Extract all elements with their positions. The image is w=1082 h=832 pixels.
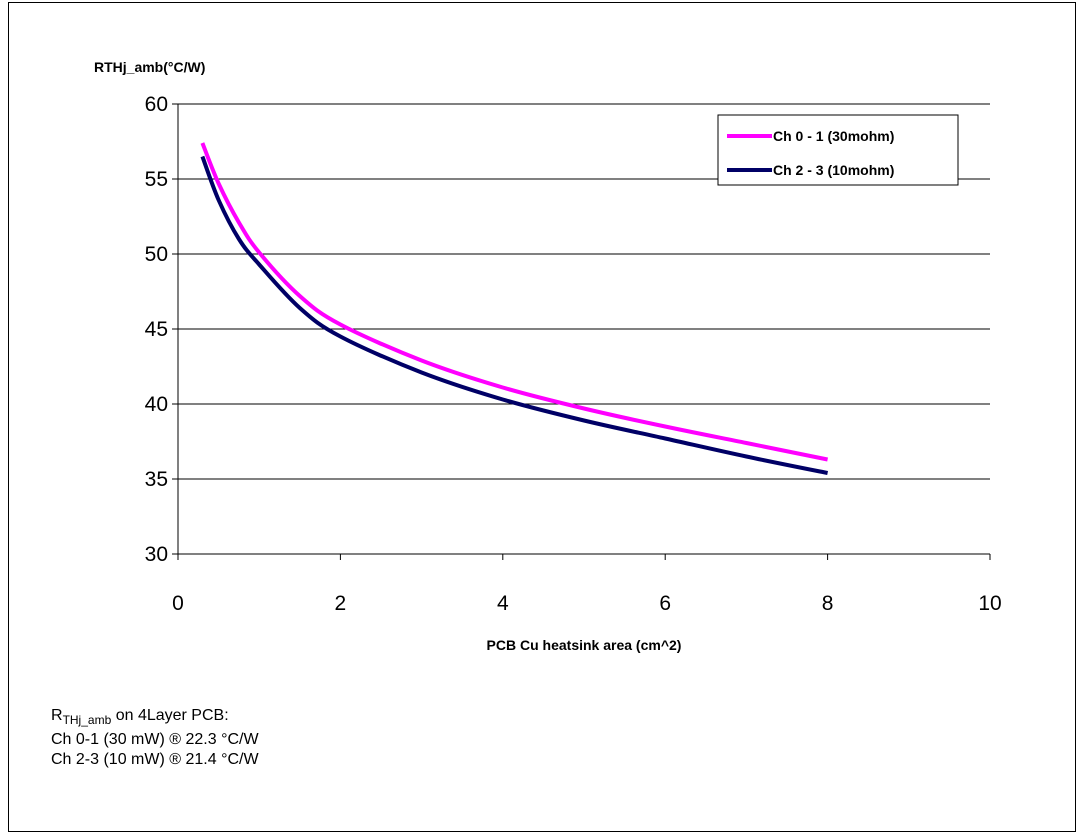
note-r-subscript: THj_amb: [62, 713, 112, 727]
x-tick-label: 10: [978, 592, 1001, 615]
y-tick-label: 50: [145, 243, 168, 266]
x-tick-label: 6: [659, 592, 671, 615]
x-tick-label: 2: [335, 592, 347, 615]
x-tick-label: 8: [822, 592, 834, 615]
y-tick-label: 30: [145, 543, 168, 566]
note-line-ch23: Ch 2-3 (10 mW) ® 21.4 °C/W: [51, 751, 259, 768]
series-line-ch01: [200, 142, 828, 462]
y-axis-title: RTHj_amb(°C/W): [94, 59, 205, 75]
series-line-ch23: [200, 155, 828, 475]
x-tick-label: 4: [497, 592, 509, 615]
legend-box: [717, 114, 959, 186]
y-tick-label: 40: [145, 393, 168, 416]
note-rth-text: on 4Layer PCB:: [111, 707, 229, 724]
y-tick-label: 35: [145, 468, 168, 491]
series-lines: [200, 142, 828, 475]
legend-label-ch01: Ch 0 - 1 (30mohm): [773, 128, 894, 144]
y-tick-label: 45: [145, 318, 168, 341]
y-tick-label: 55: [145, 168, 168, 191]
note-line-ch01: Ch 0-1 (30 mW) ® 22.3 °C/W: [51, 731, 259, 748]
legend-label-ch23: Ch 2 - 3 (10mohm): [773, 162, 894, 178]
legend: Ch 0 - 1 (30mohm) Ch 2 - 3 (10mohm): [717, 114, 959, 186]
note-r-symbol: R: [51, 707, 63, 724]
tick-labels: 30 35 40 45 50 55 60 0 2 4 6 8 10: [145, 93, 1002, 615]
x-tick-label: 0: [172, 592, 184, 615]
y-tick-label: 60: [145, 93, 168, 116]
thermal-notes: RTHj_amb on 4Layer PCB: Ch 0-1 (30 mW) ®…: [51, 706, 259, 770]
axes: [172, 103, 991, 560]
note-line-rth: RTHj_amb on 4Layer PCB:: [51, 706, 259, 730]
x-axis-title: PCB Cu heatsink area (cm^2): [487, 637, 682, 653]
